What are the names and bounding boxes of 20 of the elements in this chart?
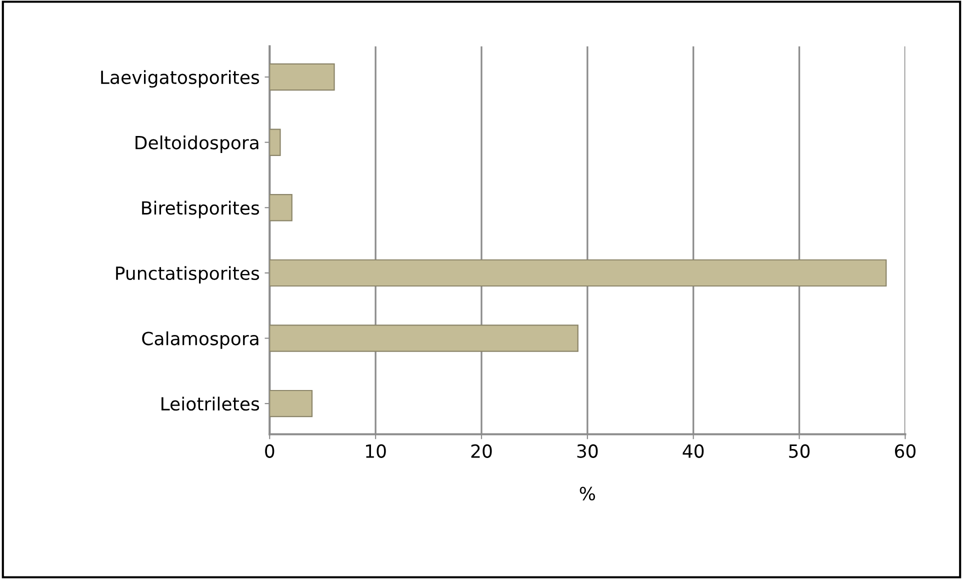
bar: [270, 390, 313, 418]
bar: [270, 128, 281, 156]
y-tick-label: Punctatisporites: [116, 266, 260, 284]
y-tick-label: Laevigatosporites: [101, 70, 260, 88]
y-tick-label: Deltoidospora: [136, 135, 258, 153]
y-tick-label: Biretisporites: [142, 200, 260, 218]
x-tick-label: 40: [682, 444, 704, 458]
x-tick-label: 10: [366, 444, 386, 458]
x-tick-label: 20: [471, 444, 492, 458]
x-axis-title: %: [580, 486, 596, 500]
y-tick-label: Calamospora: [142, 331, 258, 349]
x-tick-label: 60: [894, 444, 916, 458]
x-tick-label: 0: [265, 444, 274, 458]
x-tick-label: 50: [789, 444, 810, 458]
x-tick-label: 30: [577, 444, 598, 458]
bar: [270, 194, 292, 222]
bar: [270, 259, 887, 287]
y-tick-label: Leiotriletes: [162, 396, 260, 411]
bar: [270, 324, 578, 352]
bar: [270, 63, 335, 91]
